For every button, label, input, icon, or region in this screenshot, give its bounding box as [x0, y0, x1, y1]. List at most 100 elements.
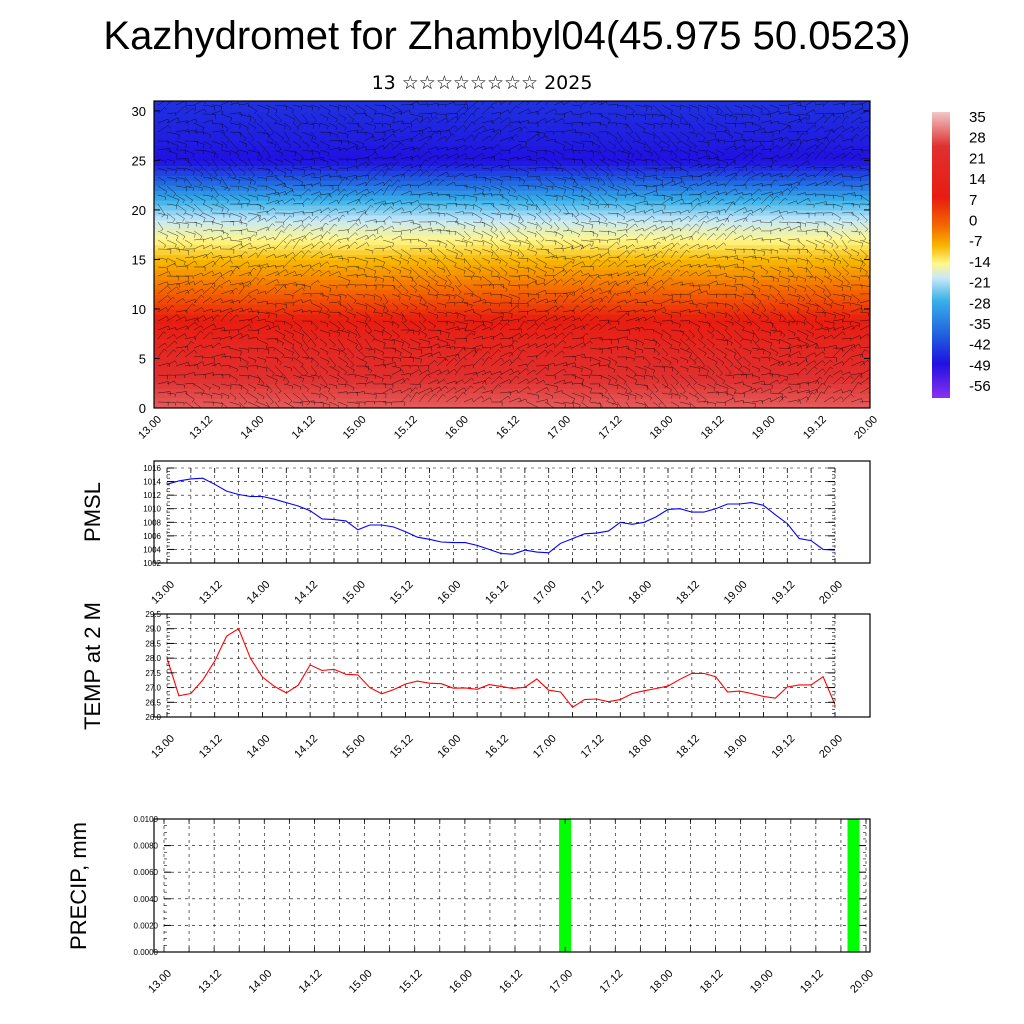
y-tick-label: 27.5: [145, 669, 161, 678]
y-tick-label: 5: [139, 351, 146, 366]
temp2m-frame: [153, 613, 871, 718]
x-tick-label: 16.12: [497, 968, 525, 996]
y-tick-label: 1010: [143, 505, 161, 514]
wind-barbs: [157, 101, 870, 408]
temperature-band: [154, 299, 870, 305]
x-tick-label: 16.00: [443, 414, 471, 442]
x-tick-label: 15.12: [392, 414, 420, 442]
colorbar-ramp: [932, 112, 950, 398]
temperature-band: [154, 115, 870, 122]
colorbar-label: 0: [969, 213, 977, 230]
temperature-band: [154, 358, 870, 365]
y-tick-label: 0.0060: [134, 868, 159, 877]
x-tick-label: 15.00: [347, 968, 375, 996]
x-tick-label: 19.00: [748, 968, 776, 996]
temperature-band: [154, 204, 870, 211]
y-tick-label: 1016: [143, 464, 161, 473]
y-tick-label: 0: [139, 401, 146, 416]
temp2m-panel: 29.5 29.0 28.5 28.0 27.5 27.0 26.5 26.0 13.00 13…: [80, 602, 871, 761]
x-tick-label: 16.12: [494, 414, 522, 442]
y-tick-label: 27.0: [145, 684, 161, 693]
temperature-band: [154, 244, 870, 251]
temperature-band: [154, 269, 870, 275]
temperature-band: [154, 165, 870, 171]
x-tick-label: 13.12: [187, 414, 215, 442]
temperature-band: [154, 348, 870, 355]
colorbar-label: -56: [969, 378, 991, 395]
y-tick-label: 28.5: [145, 639, 161, 648]
temperature-band: [154, 254, 870, 261]
y-tick-label: 29.5: [145, 610, 161, 619]
temperature-band: [154, 125, 870, 132]
precip-panel: 0.0100 0.0080 0.0060 0.0040 0.0020 0.0000 13.…: [66, 815, 876, 996]
x-tick-label: 13.12: [196, 968, 224, 996]
temperature-band: [154, 294, 870, 300]
x-tick-label: 13.12: [197, 579, 225, 607]
temperature-band: [154, 353, 870, 360]
temperature-band: [154, 388, 870, 394]
temperature-band: [154, 403, 870, 408]
y-tick-label: 20: [132, 203, 146, 218]
x-tick-label: 17.12: [596, 414, 624, 442]
temperature-band: [154, 219, 870, 226]
temperature-band: [154, 140, 870, 147]
temperature-band: [154, 150, 870, 157]
temperature-band: [154, 239, 870, 246]
x-tick-label: 17.12: [579, 733, 607, 761]
x-tick-label: 14.12: [292, 733, 320, 761]
temperature-band: [154, 363, 870, 369]
colorbar-label: 21: [969, 150, 986, 167]
colorbar-label: 7: [969, 192, 977, 209]
x-tick-label: 18.00: [626, 579, 654, 607]
x-tick-label: 17.00: [531, 733, 559, 761]
temperature-band: [154, 209, 870, 216]
x-tick-label: 14.12: [297, 968, 325, 996]
x-tick-label: 13.00: [149, 733, 177, 761]
x-tick-label: 17.00: [545, 414, 573, 442]
temperature-band: [154, 175, 870, 181]
x-tick-label: 18.00: [626, 733, 654, 761]
colorbar-label: -7: [969, 233, 982, 250]
pmsl-panel: 1016 1014 1012 1010 1008 1006 1004 1002 13.00 13…: [80, 460, 871, 607]
x-tick-label: 16.12: [483, 579, 511, 607]
x-tick-label: 15.00: [340, 733, 368, 761]
temperature-band: [154, 393, 870, 399]
x-tick-label: 19.00: [722, 579, 750, 607]
x-tick-label: 18.12: [698, 968, 726, 996]
temperature-band: [154, 304, 870, 310]
temperature-band: [154, 308, 870, 315]
x-tick-label: 15.00: [340, 579, 368, 607]
y-tick-label: 26.0: [145, 713, 161, 722]
x-tick-label: 15.12: [397, 968, 425, 996]
y-tick-label: 29.0: [145, 625, 161, 634]
pmsl-series-line: [166, 477, 836, 555]
x-tick-label: 14.12: [292, 579, 320, 607]
x-tick-label: 20.00: [817, 733, 845, 761]
y-tick-label: 0.0040: [134, 895, 159, 904]
colorbar-label: -21: [969, 275, 991, 292]
x-tick-label: 14.00: [238, 414, 266, 442]
x-tick-label: 18.00: [648, 414, 676, 442]
temperature-band: [154, 249, 870, 256]
y-tick-label: 0.0080: [134, 842, 159, 851]
cross-section-frame: [153, 100, 871, 409]
temperature-band: [154, 373, 870, 379]
temperature-band: [154, 130, 870, 137]
colorbar-label: -42: [969, 337, 991, 354]
temperature-band: [154, 383, 870, 389]
x-tick-label: 13.00: [149, 579, 177, 607]
y-tick-label: 0.0020: [134, 921, 159, 930]
temperature-band: [154, 368, 870, 374]
y-tick-label: 30: [132, 104, 146, 119]
y-tick-label: 15: [132, 252, 146, 267]
x-tick-label: 20.00: [852, 414, 880, 442]
temperature-band: [154, 328, 870, 335]
x-tick-label: 20.00: [817, 579, 845, 607]
x-tick-label: 16.00: [447, 968, 475, 996]
x-tick-label: 18.12: [674, 579, 702, 607]
chart-title: Kazhydromet for Zhambyl04(45.975 50.0523…: [103, 14, 911, 58]
precip-bar: [847, 819, 860, 952]
x-tick-label: 17.12: [597, 968, 625, 996]
temperature-band: [154, 318, 870, 325]
temperature-band: [154, 284, 870, 290]
